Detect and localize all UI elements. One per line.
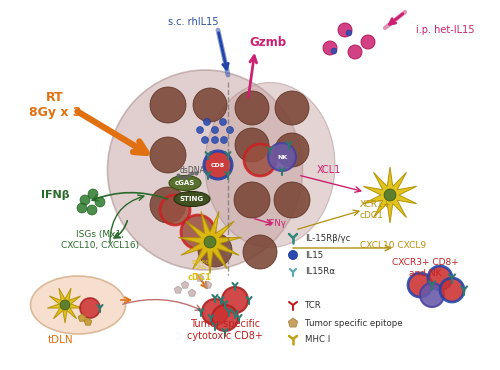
Circle shape (80, 195, 90, 205)
Circle shape (212, 127, 218, 134)
Circle shape (87, 205, 97, 215)
Text: TCR: TCR (305, 302, 322, 310)
Circle shape (77, 203, 87, 213)
Circle shape (348, 45, 362, 59)
Circle shape (202, 299, 228, 325)
Polygon shape (178, 211, 242, 274)
Text: MHC I: MHC I (305, 336, 330, 344)
Ellipse shape (30, 276, 126, 334)
Circle shape (428, 266, 452, 290)
Circle shape (234, 182, 270, 218)
Text: ISGs (Mx1,
CXCL10, CXCL16): ISGs (Mx1, CXCL10, CXCL16) (61, 230, 139, 250)
Circle shape (212, 305, 238, 331)
Text: i.p. het-IL15: i.p. het-IL15 (416, 25, 474, 35)
Text: s.c. rhIL15: s.c. rhIL15 (168, 17, 218, 27)
Circle shape (60, 300, 70, 310)
Text: Tumor specific
cytotoxic CD8+: Tumor specific cytotoxic CD8+ (187, 319, 263, 341)
Circle shape (361, 35, 375, 49)
Text: IL-15Rβ/γc: IL-15Rβ/γc (305, 233, 350, 242)
Text: XCL1: XCL1 (317, 165, 341, 175)
Circle shape (331, 48, 337, 54)
Circle shape (80, 298, 100, 318)
Circle shape (160, 195, 190, 225)
Circle shape (235, 128, 269, 162)
Circle shape (244, 144, 276, 176)
Circle shape (193, 88, 227, 122)
Circle shape (274, 182, 310, 218)
Circle shape (198, 233, 232, 267)
Circle shape (338, 23, 352, 37)
Polygon shape (48, 288, 82, 323)
Circle shape (220, 118, 226, 125)
Text: CXCL10 CXCL9: CXCL10 CXCL9 (360, 240, 426, 249)
Text: IFNγ: IFNγ (267, 219, 286, 228)
Circle shape (220, 137, 228, 144)
Text: dsDNA: dsDNA (179, 165, 205, 175)
Circle shape (243, 235, 277, 269)
Ellipse shape (108, 70, 302, 270)
Text: CD8: CD8 (211, 162, 225, 168)
Circle shape (150, 87, 186, 123)
Circle shape (235, 91, 269, 125)
Circle shape (181, 215, 215, 249)
Circle shape (95, 197, 105, 207)
Circle shape (440, 278, 464, 302)
Circle shape (222, 287, 248, 313)
Text: IL15Rα: IL15Rα (305, 268, 335, 276)
Circle shape (88, 189, 98, 199)
Text: B0/86
DAb: B0/86 DAb (191, 260, 209, 270)
Circle shape (275, 133, 309, 167)
Text: cDC1: cDC1 (188, 272, 212, 282)
Circle shape (275, 91, 309, 125)
Text: STING: STING (180, 196, 204, 202)
Circle shape (204, 118, 210, 125)
Text: IL15: IL15 (305, 250, 323, 259)
Circle shape (150, 137, 186, 173)
Circle shape (150, 187, 186, 223)
Polygon shape (364, 167, 416, 223)
Circle shape (212, 137, 218, 144)
Circle shape (323, 41, 337, 55)
Circle shape (196, 127, 203, 134)
Text: IFNβ: IFNβ (42, 190, 70, 200)
Text: CXCR3+ CD8+
and NK: CXCR3+ CD8+ and NK (392, 258, 458, 278)
Circle shape (288, 250, 298, 259)
Circle shape (346, 30, 352, 36)
Circle shape (226, 127, 234, 134)
Text: NK: NK (277, 155, 287, 159)
Text: tDLN: tDLN (47, 335, 73, 345)
Text: Gzmb: Gzmb (250, 36, 286, 48)
Circle shape (384, 189, 396, 201)
Circle shape (268, 143, 296, 171)
Text: cGAS: cGAS (175, 180, 195, 186)
Circle shape (202, 137, 208, 144)
Circle shape (204, 151, 232, 179)
Circle shape (204, 236, 216, 248)
Ellipse shape (174, 192, 210, 206)
Ellipse shape (205, 83, 335, 248)
Circle shape (408, 273, 432, 297)
Text: XCR1+
cDC1: XCR1+ cDC1 (360, 200, 391, 220)
Circle shape (420, 283, 444, 307)
Ellipse shape (169, 175, 201, 191)
Text: Tumor specific epitope: Tumor specific epitope (305, 319, 402, 327)
Text: RT
8Gy x 3: RT 8Gy x 3 (29, 91, 82, 119)
